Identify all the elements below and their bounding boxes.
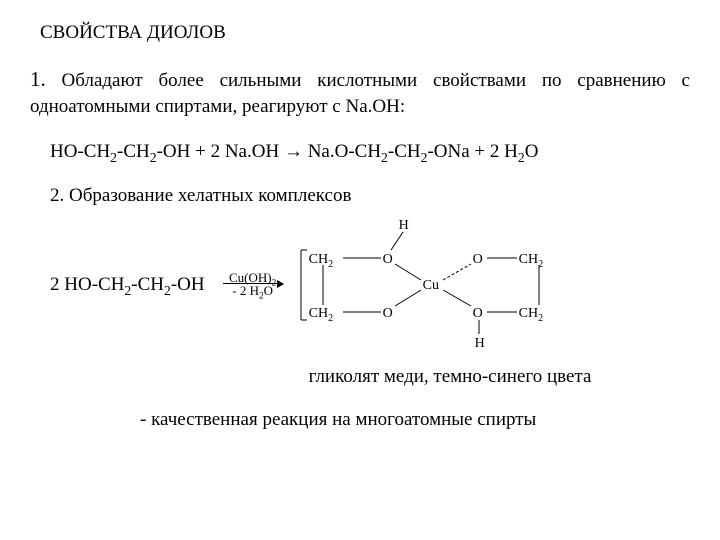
eq-sub: 2: [518, 150, 525, 165]
eq-rhs-d: O: [525, 141, 539, 162]
complex-h-top: H: [399, 216, 409, 236]
complex-h-bot: H: [475, 334, 485, 354]
eq-rhs-c: -ONa + 2 H: [427, 141, 517, 162]
complex-ch2-br: CH2: [519, 304, 544, 324]
reaction-arrow: Cu(OH)2 - 2 H2O: [223, 271, 283, 300]
equation-1: HO-CH2-CH2-OH + 2 Na.OH → Na.O-CH2-CH2-O…: [50, 139, 690, 166]
complex-ch2-tr: CH2: [519, 250, 544, 270]
paragraph-1: 1. Обладают более сильными кислотными св…: [30, 65, 690, 121]
arrow-line-icon: [223, 283, 283, 284]
page-title: СВОЙСТВА ДИОЛОВ: [40, 20, 690, 47]
eq-sub: 2: [110, 150, 117, 165]
eq-rhs-a: Na.O-CH: [303, 141, 381, 162]
eq-lhs-b: -CH: [117, 141, 150, 162]
reactant-sub: 2: [164, 282, 171, 297]
reactant-pre: 2 HO-CH: [50, 274, 124, 295]
arrow-bottom-label: - 2 H2O: [232, 284, 273, 299]
arrow-bot-b: O: [264, 283, 273, 298]
eq-lhs-c: -OH + 2 Na.OH: [157, 141, 284, 162]
reactant-post: -OH: [171, 274, 205, 295]
copper-complex-structure: H CH2 O O CH2 Cu CH2 O O CH2 H: [293, 220, 563, 350]
reactant-mid: -CH: [131, 274, 164, 295]
item-number-1: 1.: [30, 67, 46, 91]
eq-sub: 2: [150, 150, 157, 165]
para1-text: Обладают более сильными кислотными свойс…: [30, 70, 690, 118]
eq-lhs-a: HO-CH: [50, 141, 110, 162]
qualitative-reaction-note: - качественная реакция на многоатомные с…: [140, 407, 690, 434]
complex-ch2-tl: CH2: [309, 250, 334, 270]
arrow-top-a: Cu(OH): [229, 270, 272, 285]
eq-arrow: →: [284, 141, 303, 162]
complex-ch2-bl: CH2: [309, 304, 334, 324]
complex-cu: Cu: [423, 276, 439, 296]
reactant-formula: 2 HO-CH2-CH2-OH: [50, 272, 205, 299]
eq-sub: 2: [381, 150, 388, 165]
eq-rhs-b: -CH: [388, 141, 421, 162]
complex-o-br: O: [473, 304, 483, 324]
product-name: гликолят меди, темно-синего цвета: [210, 364, 690, 391]
chelate-reaction: 2 HO-CH2-CH2-OH Cu(OH)2 - 2 H2O: [50, 220, 690, 350]
complex-o-tr: O: [473, 250, 483, 270]
item-2: 2. Образование хелатных комплексов: [50, 183, 690, 210]
complex-o-tl: O: [383, 250, 393, 270]
complex-o-bl: O: [383, 304, 393, 324]
arrow-bot-a: - 2 H: [232, 283, 259, 298]
